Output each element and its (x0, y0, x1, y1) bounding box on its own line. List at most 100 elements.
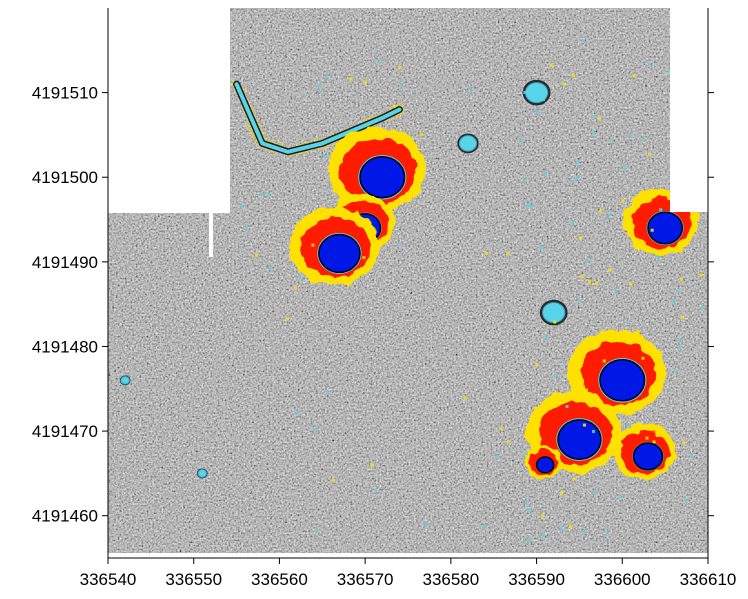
noise-dot (628, 425, 632, 429)
noise-dot (322, 155, 326, 159)
noise-dot (526, 203, 530, 207)
noise-dot (621, 199, 625, 203)
noise-dot (363, 80, 367, 84)
noise-dot (592, 490, 596, 494)
noise-dot (575, 176, 579, 180)
noise-dot (240, 204, 244, 208)
noise-dot (652, 440, 656, 444)
noise-dot (623, 167, 627, 171)
noise-dot (605, 532, 609, 536)
noise-dot (527, 538, 531, 542)
noise-dot (672, 299, 676, 303)
anomaly-blue-core (535, 456, 555, 474)
noise-dot (666, 69, 670, 73)
noise-dot (699, 273, 703, 277)
noise-dot (317, 84, 321, 88)
noise-dot (701, 306, 705, 310)
noise-dot (329, 179, 333, 183)
noise-dot (645, 436, 649, 440)
noise-dot (582, 530, 586, 534)
y-tick-label: 4191470 (32, 422, 98, 441)
noise-dot (541, 514, 545, 518)
noise-dot (254, 253, 258, 257)
noise-dot (269, 267, 273, 271)
noise-dot (602, 359, 606, 363)
noise-dot (597, 116, 601, 120)
noise-dot (632, 74, 636, 78)
noise-dot (296, 411, 300, 415)
noise-dot (680, 316, 684, 320)
anomaly-blue-core (318, 233, 361, 274)
x-tick-label: 336610 (680, 570, 737, 589)
noise-dot (286, 317, 290, 321)
noise-dot (682, 441, 686, 445)
noise-dot (533, 406, 537, 410)
noise-dot (527, 509, 531, 513)
linear-feature (234, 82, 402, 154)
noise-dot (244, 226, 248, 230)
anomaly-blue-core (359, 155, 406, 199)
noise-dot (577, 298, 581, 302)
survey-grid (108, 8, 708, 558)
noise-dot (585, 259, 589, 263)
noise-dot (541, 98, 545, 102)
noise-dot (583, 350, 587, 354)
noise-dot (326, 391, 330, 395)
noise-dot (424, 522, 428, 526)
noise-dot (530, 204, 534, 208)
anomaly-blue-core (647, 211, 684, 245)
noise-dot (311, 243, 315, 247)
anomaly-blue-core (632, 442, 664, 471)
noise-dot (523, 90, 527, 94)
noise-dot (370, 463, 374, 467)
noise-dot (641, 137, 645, 141)
noise-dot (559, 526, 563, 530)
noise-dot (684, 498, 688, 502)
noise-dot (499, 426, 503, 430)
noise-dot (565, 405, 569, 409)
noise-dot (541, 533, 545, 537)
noise-dot (570, 179, 574, 183)
noise-dot (392, 104, 396, 108)
no-data-strip (209, 213, 213, 257)
no-data-region-top-right (670, 8, 708, 212)
noise-dot (260, 192, 264, 196)
noise-dot (484, 251, 488, 255)
noise-dot (648, 62, 652, 66)
anomaly-blue-core (599, 359, 646, 402)
noise-dot (581, 39, 585, 43)
noise-dot (562, 82, 566, 86)
noise-dot (560, 491, 564, 495)
noise-dot (569, 525, 573, 529)
noise-dot (420, 132, 424, 136)
y-tick-label: 4191510 (32, 84, 98, 103)
noise-dot (570, 221, 574, 225)
noise-dot (522, 178, 526, 182)
noise-dot (549, 63, 553, 67)
noise-dot (676, 289, 680, 293)
negative-anomaly (458, 135, 478, 152)
noise-dot (373, 488, 377, 492)
noise-dot (659, 208, 663, 212)
y-tick-label: 4191480 (32, 337, 98, 356)
noise-dot (655, 255, 659, 259)
anomaly-layer (119, 25, 705, 542)
noise-dot (636, 330, 640, 334)
noise-dot (650, 228, 654, 232)
noise-dot (544, 335, 548, 339)
noise-dot (315, 529, 319, 533)
anomaly-blue-core (557, 419, 602, 461)
noise-dot (575, 160, 579, 164)
noise-dot (524, 499, 528, 503)
noise-dot (647, 152, 651, 156)
noise-dot (543, 172, 547, 176)
noise-dot (674, 369, 678, 373)
noise-dot (571, 73, 575, 77)
no-data-region-top-left (108, 8, 230, 213)
noise-dot (495, 455, 499, 459)
x-tick-label: 336540 (80, 570, 137, 589)
noise-dot (608, 268, 612, 272)
noise-dot (343, 143, 347, 147)
noise-dot (398, 66, 402, 70)
negative-anomaly (197, 469, 208, 478)
